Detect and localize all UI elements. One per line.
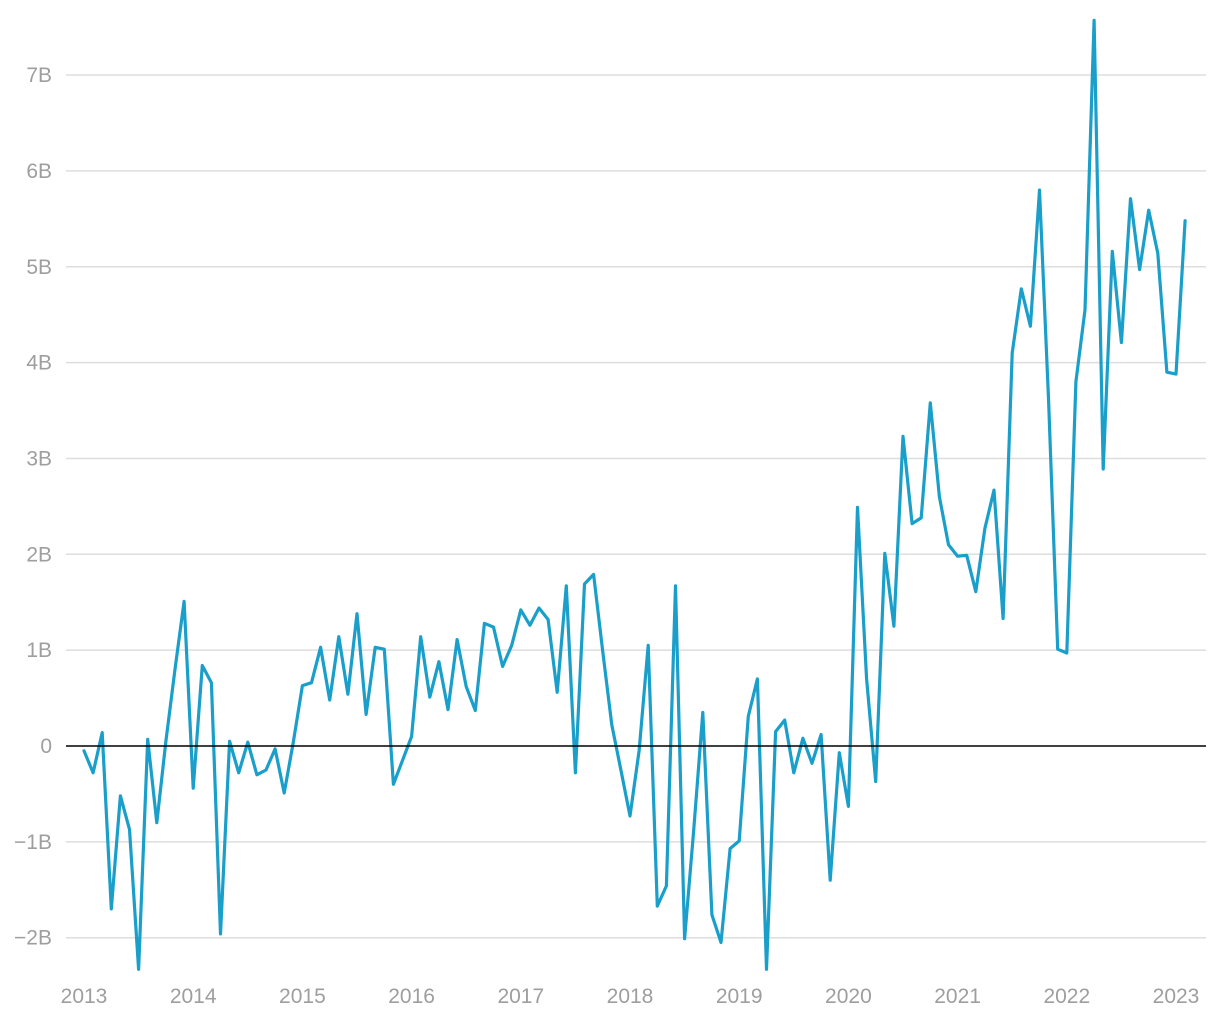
- y-tick-label: −2B: [14, 927, 52, 950]
- y-tick-label: 0: [40, 735, 52, 758]
- x-tick-label: 2014: [170, 985, 217, 1008]
- y-tick-label: 5B: [26, 256, 52, 279]
- y-tick-label: 3B: [26, 447, 52, 470]
- series-line: [82, 18, 1187, 971]
- x-tick-label: 2016: [388, 985, 435, 1008]
- x-tick-label: 2020: [825, 985, 872, 1008]
- x-tick-label: 2013: [61, 985, 108, 1008]
- x-tick-label: 2021: [934, 985, 981, 1008]
- x-tick-label: 2019: [716, 985, 763, 1008]
- x-tick-label: 2017: [497, 985, 544, 1008]
- y-tick-label: 4B: [26, 352, 52, 375]
- x-tick-label: 2018: [607, 985, 654, 1008]
- y-tick-label: 7B: [26, 64, 52, 87]
- x-tick-label: 2023: [1153, 985, 1200, 1008]
- y-tick-label: 2B: [26, 543, 52, 566]
- x-tick-label: 2022: [1043, 985, 1090, 1008]
- y-tick-label: 6B: [26, 160, 52, 183]
- x-tick-label: 2015: [279, 985, 326, 1008]
- y-tick-label: −1B: [14, 831, 52, 854]
- y-tick-label: 1B: [26, 639, 52, 662]
